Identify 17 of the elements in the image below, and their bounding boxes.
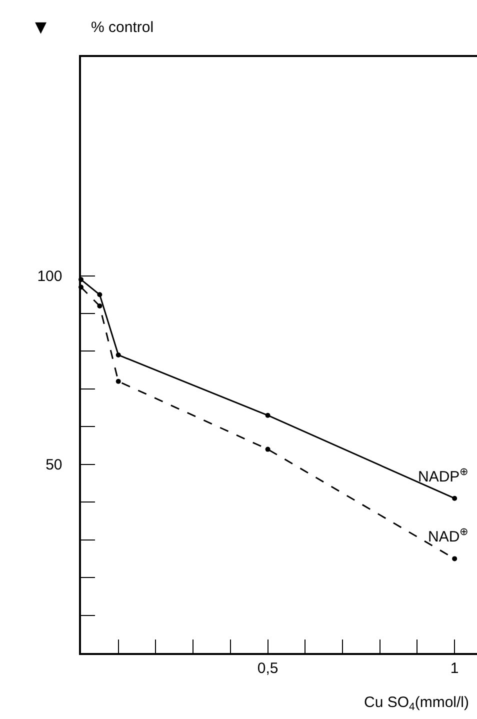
y-tick-label: 50 (46, 456, 62, 474)
series-label: NADP$^{⊕}$ (418, 466, 469, 486)
point (452, 556, 458, 562)
y-axis-title: % control (91, 19, 154, 36)
point (116, 352, 121, 358)
x-tick-label: 0,5 (257, 660, 278, 677)
point (116, 378, 121, 384)
point (97, 292, 102, 298)
point (265, 412, 270, 418)
x-axis-title: Cu SO$_{4}$(mmol/l) (364, 694, 470, 714)
series-label: NAD$^{⊕}$ (428, 526, 469, 546)
x-tick-label: 1 (450, 660, 459, 677)
y-tick-label: 100 (37, 268, 62, 286)
text: ▼ (35, 18, 47, 36)
point (265, 446, 270, 452)
point (97, 303, 102, 308)
point (452, 496, 458, 501)
